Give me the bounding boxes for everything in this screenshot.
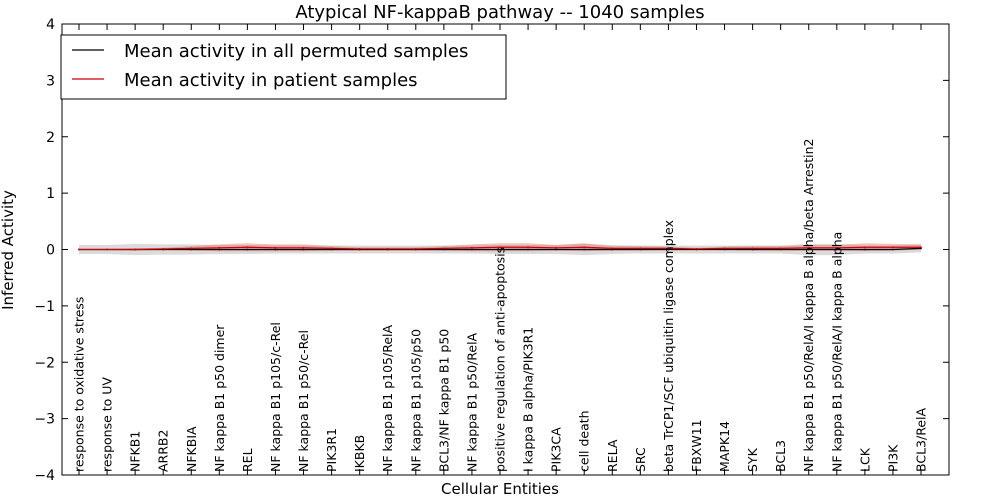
legend: Mean activity in all permuted samples Me…	[60, 34, 507, 100]
data-point-permuted	[302, 248, 305, 251]
data-point-patient	[583, 246, 586, 249]
data-point-permuted	[863, 248, 866, 251]
y-tick-label: −1	[34, 299, 55, 315]
y-axis-title: Inferred Activity	[0, 190, 17, 310]
data-point-permuted	[218, 248, 221, 251]
x-category-label: NF kappa B1 p50/RelA/I kappa B alpha	[829, 232, 844, 472]
x-category-label: NF kappa B1 p50/RelA	[464, 332, 479, 472]
x-category-label: positive regulation of anti-apoptosis	[493, 247, 508, 472]
x-category-label: SRC	[633, 447, 648, 472]
x-category-label: NF kappa B1 p105/p50	[408, 329, 423, 472]
x-category-label: cell death	[577, 410, 592, 472]
data-point-patient	[667, 247, 670, 250]
data-point-patient	[386, 248, 389, 250]
x-category-label: IKBKB	[352, 435, 367, 472]
data-point-patient	[414, 248, 417, 250]
data-point-patient	[723, 247, 726, 250]
data-point-patient	[863, 246, 866, 249]
y-tick-label: 1	[46, 186, 55, 202]
x-category-label: BCL3/NF kappa B1 p50	[436, 329, 451, 472]
y-tick-label: 3	[46, 73, 55, 89]
data-point-patient	[639, 247, 642, 250]
data-point-patient	[471, 246, 473, 249]
x-category-label: NF kappa B1 p50/c-Rel	[296, 330, 311, 472]
data-point-patient	[302, 246, 305, 249]
data-point-patient	[807, 246, 810, 249]
x-category-label: FBXW11	[689, 419, 704, 472]
data-point-patient	[920, 246, 922, 249]
x-axis-ticks: response to oxidative stress response to …	[72, 24, 929, 475]
data-point-patient	[751, 247, 754, 250]
data-point-patient	[330, 247, 333, 250]
data-point-patient	[274, 246, 277, 249]
data-point-patient	[358, 248, 361, 250]
x-category-label: PIK3R1	[324, 428, 339, 472]
x-category-label: BCL3	[773, 440, 788, 472]
plot-area	[78, 243, 922, 256]
data-point-permuted	[499, 248, 501, 251]
data-point-patient	[611, 247, 614, 250]
x-category-label: response to oxidative stress	[72, 297, 87, 472]
data-point-patient	[78, 248, 80, 251]
x-category-label: NF kappa B1 p50 dimer	[212, 324, 227, 472]
x-category-label: NFKBIA	[184, 426, 199, 472]
data-point-patient	[499, 246, 501, 249]
x-category-label: REL	[240, 448, 255, 472]
data-point-patient	[190, 247, 193, 250]
data-point-patient	[835, 246, 838, 249]
x-category-label: NF kappa B1 p105/RelA	[380, 325, 395, 472]
data-point-patient	[218, 246, 221, 249]
data-point-patient	[162, 248, 165, 250]
legend-box	[60, 34, 507, 100]
data-point-permuted	[835, 248, 838, 251]
data-point-permuted	[555, 248, 558, 251]
data-point-patient	[892, 246, 894, 249]
data-point-permuted	[471, 248, 473, 251]
y-tick-label: −3	[34, 412, 55, 428]
data-point-permuted	[527, 248, 529, 251]
x-category-label: RELA	[605, 439, 620, 472]
y-tick-label: −2	[34, 355, 55, 371]
chart-title: Atypical NF-kappaB pathway -- 1040 sampl…	[295, 2, 704, 23]
data-point-patient	[134, 248, 137, 251]
data-point-permuted	[246, 248, 249, 251]
x-category-label: NF kappa B1 p105/c-Rel	[268, 322, 283, 472]
y-axis-ticks: −4 −3 −2 −1 0 1 2 3 4	[34, 17, 949, 484]
x-category-label: LCK	[857, 447, 872, 472]
x-category-label: PI3K	[885, 444, 900, 472]
legend-label-patient: Mean activity in patient samples	[124, 70, 418, 91]
x-axis-title: Cellular Entities	[441, 480, 559, 498]
y-tick-label: 4	[46, 17, 55, 33]
data-point-patient	[555, 246, 558, 249]
data-point-permuted	[274, 248, 277, 251]
x-category-label: PIK3CA	[549, 427, 564, 472]
data-point-patient	[695, 248, 698, 250]
data-point-patient	[779, 247, 782, 250]
data-point-permuted	[892, 248, 894, 251]
data-point-patient	[106, 248, 108, 251]
x-category-label: response to UV	[100, 377, 115, 472]
x-category-label: SYK	[745, 447, 760, 472]
data-point-permuted	[807, 248, 810, 251]
data-point-patient	[442, 247, 445, 250]
legend-label-permuted: Mean activity in all permuted samples	[124, 41, 468, 62]
y-tick-label: 2	[46, 130, 55, 146]
x-category-label: MAPK14	[717, 421, 732, 472]
data-point-patient	[246, 246, 249, 249]
x-category-label: I kappa B alpha/PIK3R1	[521, 327, 536, 472]
data-point-permuted	[583, 248, 586, 251]
data-point-patient	[527, 246, 529, 249]
x-category-label: ARRB2	[156, 430, 171, 472]
x-category-label: beta TrCP1/SCF ubiquitin ligase complex	[661, 220, 676, 472]
y-tick-label: −4	[34, 468, 55, 484]
x-category-label: BCL3/RelA	[914, 408, 929, 472]
x-category-label: NFKB1	[128, 431, 143, 472]
y-tick-label: 0	[46, 243, 55, 259]
x-category-label: NF kappa B1 p50/RelA/I kappa B alpha/bet…	[801, 139, 816, 473]
